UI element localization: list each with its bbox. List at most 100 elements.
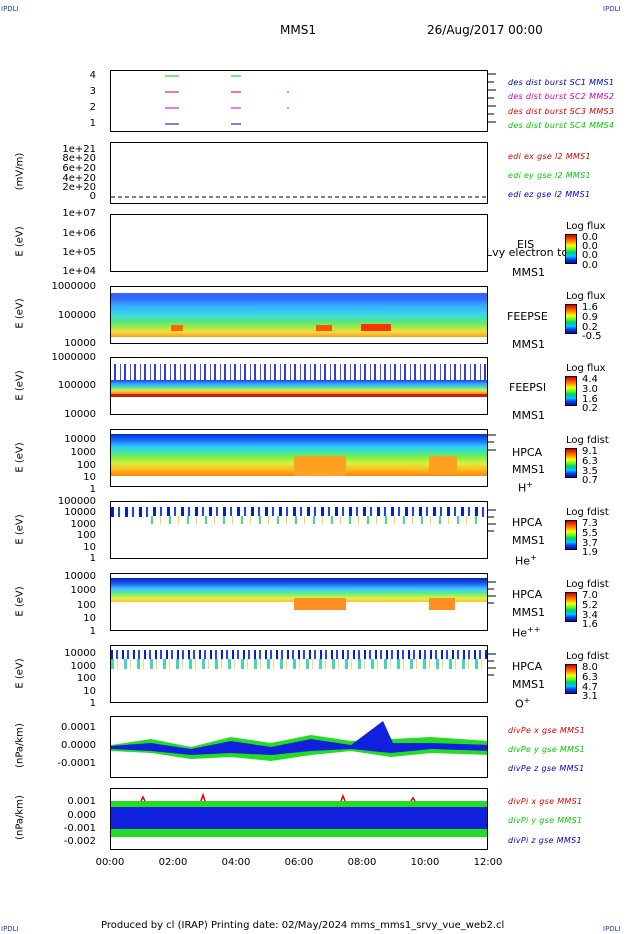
hpca-o-ytick-4: 1 xyxy=(89,698,96,709)
hpca-he-cbar-t0: 7.3 xyxy=(582,518,598,529)
divpe-ytick-2: -0.0001 xyxy=(57,758,96,769)
feepse-ylabel: E (eV) xyxy=(14,298,26,329)
xtick-0600: 06:00 xyxy=(284,857,314,868)
header-date: 26/Aug/2017 00:00 xyxy=(427,23,543,37)
hpca-o-instrument-label: HPCA xyxy=(512,660,543,673)
legend-burst-sc3: des dist burst SC3 MMS3 xyxy=(508,107,615,116)
hpca-he-ytick-2: 1000 xyxy=(70,519,96,530)
hpca-o-ylabel: E (eV) xyxy=(14,658,26,689)
hpca-h-instrument-label: HPCA xyxy=(512,446,543,459)
edi-ytick-5: 0 xyxy=(89,191,96,202)
hpca-h-ytick-1: 1000 xyxy=(70,447,96,458)
panel-hpca-o xyxy=(110,645,488,703)
panel-des-dist-burst xyxy=(110,70,488,132)
xtick-0800: 08:00 xyxy=(347,857,377,868)
hpca-he-cbar-t2: 3.7 xyxy=(582,538,598,549)
feepse-ytick-0: 1000000 xyxy=(51,281,96,292)
divpi-ytick-3: -0.002 xyxy=(63,836,96,847)
feepse-cbar-t1: 0.9 xyxy=(582,312,598,323)
eis-ytick-0: 1e+07 xyxy=(62,208,96,219)
feepsi-cbar-t3: 0.2 xyxy=(582,403,598,414)
divpi-red-spikes xyxy=(140,792,416,802)
hpca-he-cbar-title: Log fdist xyxy=(566,507,609,518)
eis-cbar-t1: 0.0 xyxy=(582,241,598,252)
hpca-h-ytick-4: 1 xyxy=(89,484,96,495)
divpi-ytick-1: 0.000 xyxy=(67,810,96,821)
legend-divpe-y: divPe y gse MMS1 xyxy=(508,745,586,754)
feepsi-spectrogram xyxy=(111,380,487,394)
feepsi-ytick-1: 100000 xyxy=(57,380,96,391)
hpca-o-species: O+ xyxy=(515,696,531,711)
corner-mark-tr: IPDLI xyxy=(603,5,621,13)
hpca-o-cbar-t2: 4.7 xyxy=(582,682,598,693)
burst-sc3-dot xyxy=(287,91,289,93)
eis-cbar-t3: 0.0 xyxy=(582,260,598,271)
edi-ytick-1: 8e+20 xyxy=(62,153,96,164)
corner-mark-tl: IPDLI xyxy=(1,5,19,13)
hpca-o-speckle xyxy=(111,650,487,660)
feepse-spacecraft-label: MMS1 xyxy=(512,338,545,351)
feepse-spectrogram xyxy=(111,293,487,337)
hpca-hepp-instrument-label: HPCA xyxy=(512,588,543,601)
burst-ytick-2: 2 xyxy=(89,102,96,113)
burst-sc2-dot xyxy=(287,107,289,109)
xtick-1200: 12:00 xyxy=(473,857,503,868)
species-charge: + xyxy=(526,480,533,489)
divpi-ylabel: (nPa/km) xyxy=(14,795,26,840)
eis-instrument-label: EIS xyxy=(517,238,535,251)
hpca-he-green xyxy=(151,516,481,524)
hpca-he-ytick-5: 1 xyxy=(89,553,96,564)
panel-hpca-he xyxy=(110,501,488,559)
xtick-0000: 00:00 xyxy=(95,857,125,868)
panel-hpca-h xyxy=(110,429,488,487)
hpca-hepp-hot-2 xyxy=(429,598,455,610)
hpca-hepp-cbar-title: Log fdist xyxy=(566,579,609,590)
feepse-hot-2 xyxy=(316,325,332,331)
hpca-he-ytick-0: 100000 xyxy=(57,496,96,507)
edi-svg xyxy=(111,196,487,198)
legend-divpi-y: divPi y gse MMS1 xyxy=(508,816,583,825)
edi-ylabel: (mV/m) xyxy=(14,152,26,191)
hpca-hepp-species: He++ xyxy=(512,625,541,640)
legend-edi-ey: edi ey gse l2 MMS1 xyxy=(508,171,591,180)
hpca-hepp-ytick-0: 10000 xyxy=(64,571,96,582)
hpca-hepp-spacecraft-label: MMS1 xyxy=(512,606,545,619)
hpca-o-colorbar xyxy=(565,664,577,694)
feepse-hot-1 xyxy=(171,325,183,331)
hpca-h-cbar-t2: 3.5 xyxy=(582,466,598,477)
hpca-h-cbar-title: Log fdist xyxy=(566,435,609,446)
hpca-o-green xyxy=(111,659,487,669)
feepsi-ylabel: E (eV) xyxy=(14,370,26,401)
species-charge: + xyxy=(523,696,531,705)
feepse-ytick-1: 100000 xyxy=(57,310,96,321)
hpca-he-species: He+ xyxy=(515,553,537,568)
feepse-hot-3 xyxy=(361,324,391,331)
eis-cbar-t2: 0.0 xyxy=(582,250,598,261)
hpca-o-cbar-t1: 6.3 xyxy=(582,672,598,683)
hpca-he-cbar-t1: 5.5 xyxy=(582,528,598,539)
hpca-hepp-hot-1 xyxy=(294,598,346,610)
feepsi-cbar-title: Log flux xyxy=(566,363,606,374)
edi-ytick-3: 4e+20 xyxy=(62,173,96,184)
feepsi-instrument-label: FEEPSI xyxy=(509,381,547,394)
panel-edi xyxy=(110,142,488,204)
feepsi-ytick-0: 1000000 xyxy=(51,352,96,363)
hpca-o-cbar-title: Log fdist xyxy=(566,651,609,662)
footer-credit: Produced by cl (IRAP) Printing date: 02/… xyxy=(101,920,505,931)
eis-ylabel: E (eV) xyxy=(14,226,26,257)
species-charge: + xyxy=(530,553,537,562)
hpca-he-spacecraft-label: MMS1 xyxy=(512,534,545,547)
edi-ytick-2: 6e+20 xyxy=(62,163,96,174)
legend-edi-ez: edi ez gse l2 MMS1 xyxy=(508,190,591,199)
feepse-colorbar xyxy=(565,304,577,334)
hpca-h-spacecraft-label: MMS1 xyxy=(512,463,545,476)
feepse-cbar-t0: 1.6 xyxy=(582,302,598,313)
hpca-o-spacecraft-label: MMS1 xyxy=(512,678,545,691)
eis-ytick-3: 1e+04 xyxy=(62,266,96,277)
divpi-ytick-2: -0.001 xyxy=(63,823,96,834)
feepsi-cbar-t0: 4.4 xyxy=(582,374,598,385)
divpe-ytick-0: 0.0001 xyxy=(61,722,96,733)
right-tick-group xyxy=(488,73,496,676)
hpca-hepp-ytick-2: 100 xyxy=(76,600,96,611)
